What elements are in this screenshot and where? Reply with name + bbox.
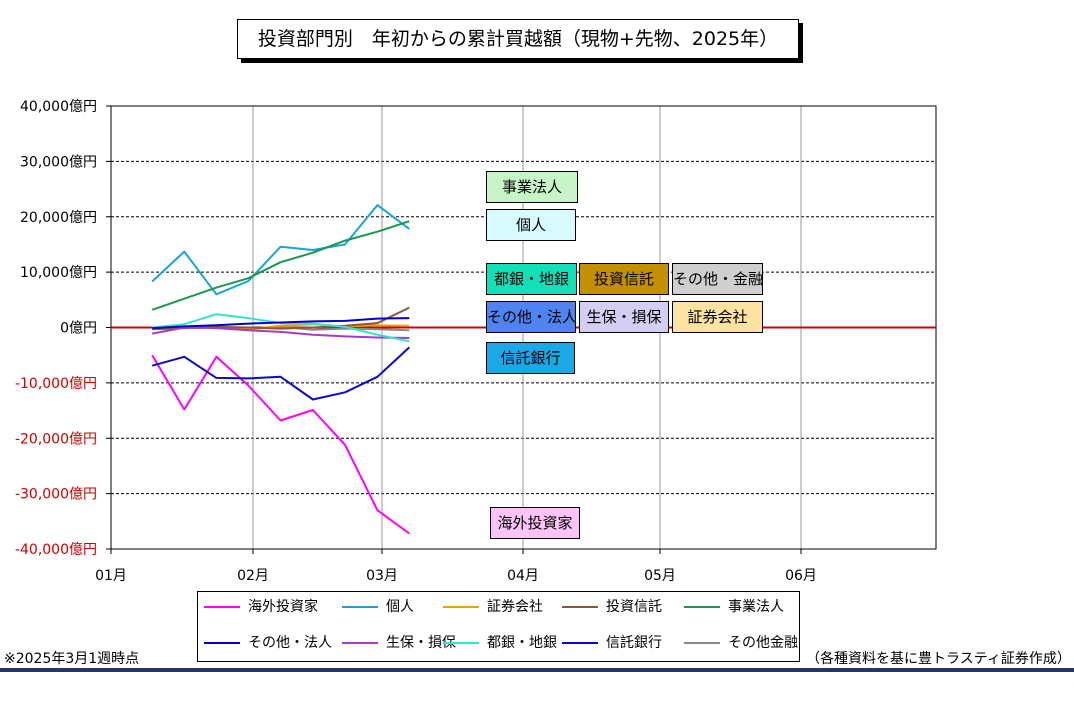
y-tick-label: 0億円	[60, 321, 97, 337]
legend-item: 海外投資家	[204, 597, 318, 617]
legend-label: その他金融	[728, 635, 798, 651]
annotation-label: 個人	[486, 209, 576, 241]
legend-item: その他・法人	[204, 633, 332, 653]
chart-title: 投資部門別 年初からの累計買越額（現物+先物、2025年）	[237, 19, 799, 59]
annotation-label: 証券会社	[672, 301, 763, 333]
annotation-label: 生保・損保	[579, 301, 669, 333]
series-line	[151, 220, 410, 311]
legend-label: その他・法人	[248, 635, 332, 651]
y-tick-label: -20,000億円	[15, 431, 97, 447]
bottom-divider	[0, 668, 1074, 672]
annotation-label: 信託銀行	[486, 342, 575, 374]
legend-label: 信託銀行	[606, 635, 662, 651]
legend-label: 海外投資家	[248, 599, 318, 615]
legend-swatch	[562, 606, 598, 608]
y-tick-label: 30,000億円	[20, 154, 97, 170]
annotation-label: その他・金融	[672, 263, 763, 295]
legend-item: 事業法人	[684, 597, 784, 617]
legend-swatch	[342, 606, 378, 608]
legend-label: 個人	[386, 599, 414, 615]
y-tick-label: -10,000億円	[15, 376, 97, 392]
y-tick-label: -40,000億円	[15, 542, 97, 558]
legend-swatch	[684, 606, 720, 608]
x-tick-label: 04月	[507, 568, 539, 584]
legend-swatch	[684, 642, 720, 644]
annotation-label: 投資信託	[579, 263, 669, 295]
y-tick-label: 20,000億円	[20, 210, 97, 226]
source-note: （各種資料を基に豊トラスティ証券作成）	[806, 651, 1071, 667]
annotation-label: 事業法人	[486, 171, 578, 203]
legend-swatch	[443, 606, 479, 608]
legend-swatch	[443, 642, 479, 644]
legend-item: 証券会社	[443, 597, 543, 617]
annotation-label: 都銀・地銀	[486, 263, 577, 295]
legend-swatch	[204, 642, 240, 644]
y-tick-label: -30,000億円	[15, 487, 97, 503]
legend-item: 生保・損保	[342, 633, 456, 653]
series-line	[151, 204, 410, 296]
legend-label: 生保・損保	[386, 635, 456, 651]
x-tick-label: 06月	[785, 568, 817, 584]
y-tick-label: 40,000億円	[20, 99, 97, 115]
legend-item: 都銀・地銀	[443, 633, 557, 653]
x-tick-label: 03月	[366, 568, 398, 584]
legend-label: 投資信託	[606, 599, 662, 615]
legend-label: 都銀・地銀	[487, 635, 557, 651]
legend-item: 信託銀行	[562, 633, 662, 653]
legend-swatch	[562, 642, 598, 644]
annotation-label: その他・法人	[486, 301, 577, 333]
legend-swatch	[342, 642, 378, 644]
legend-swatch	[204, 606, 240, 608]
x-tick-label: 01月	[95, 568, 127, 584]
series-line	[151, 346, 410, 401]
footnote: ※2025年3月1週時点	[4, 651, 140, 667]
legend-label: 事業法人	[728, 599, 784, 615]
legend-item: 個人	[342, 597, 414, 617]
annotation-label: 海外投資家	[490, 507, 580, 539]
y-tick-label: 10,000億円	[20, 265, 97, 281]
legend-label: 証券会社	[487, 599, 543, 615]
x-tick-label: 02月	[237, 568, 269, 584]
legend-item: 投資信託	[562, 597, 662, 617]
series-line	[152, 317, 410, 330]
legend-item: その他金融	[684, 633, 798, 653]
series-line	[152, 326, 410, 339]
series-line	[151, 354, 410, 535]
x-tick-label: 05月	[644, 568, 676, 584]
legend: 海外投資家 個人 証券会社 投資信託 事業法人その他・法人 生保・損保 都銀・地銀 信託銀行 そ…	[197, 591, 800, 662]
